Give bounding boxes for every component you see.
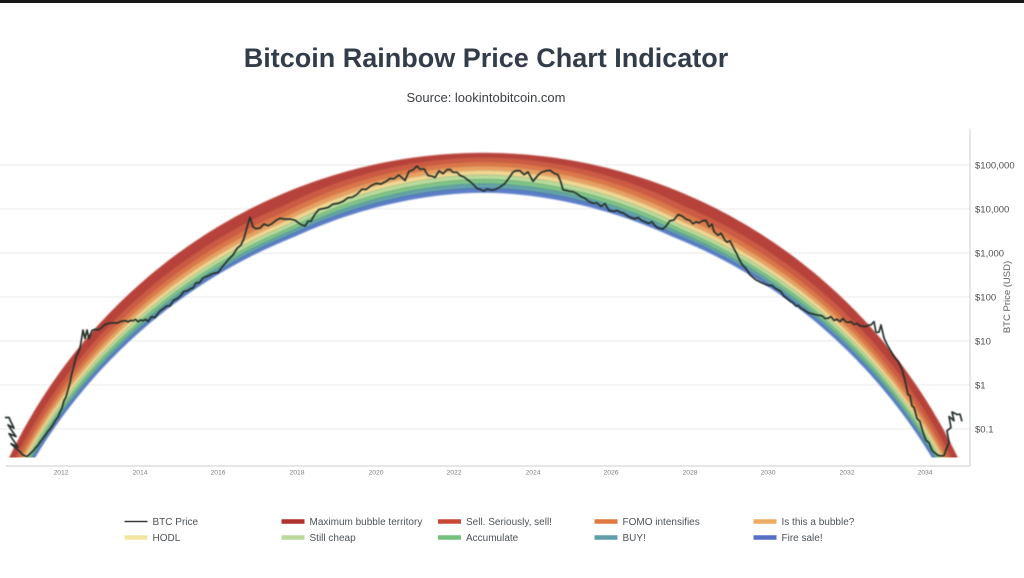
svg-text:2024: 2024 (525, 470, 540, 477)
svg-text:BUY!: BUY! (623, 533, 646, 544)
svg-text:2026: 2026 (603, 470, 618, 477)
svg-text:$0.1: $0.1 (975, 425, 994, 436)
svg-text:FOMO intensifies: FOMO intensifies (623, 517, 700, 528)
svg-text:$10: $10 (975, 337, 991, 348)
svg-text:BTC Price: BTC Price (153, 517, 199, 528)
svg-text:$1: $1 (975, 381, 986, 392)
svg-text:2034: 2034 (917, 470, 932, 477)
svg-text:2032: 2032 (839, 470, 854, 477)
svg-text:$100: $100 (975, 293, 996, 304)
svg-text:2016: 2016 (210, 470, 225, 477)
svg-text:2014: 2014 (132, 470, 147, 477)
svg-text:HODL: HODL (153, 533, 181, 544)
svg-text:$10,000: $10,000 (975, 205, 1009, 216)
svg-text:BTC Price (USD): BTC Price (USD) (1002, 261, 1013, 333)
svg-text:2020: 2020 (368, 470, 383, 477)
svg-text:Maximum bubble territory: Maximum bubble territory (310, 517, 423, 528)
svg-text:2028: 2028 (682, 470, 697, 477)
svg-text:$1,000: $1,000 (975, 249, 1004, 260)
svg-text:Fire sale!: Fire sale! (782, 533, 823, 544)
svg-text:Accumulate: Accumulate (466, 533, 519, 544)
svg-text:Still cheap: Still cheap (310, 533, 357, 544)
svg-text:Sell. Seriously, sell!: Sell. Seriously, sell! (466, 517, 552, 528)
svg-text:2022: 2022 (446, 470, 461, 477)
svg-text:Is this a bubble?: Is this a bubble? (782, 517, 855, 528)
svg-text:$100,000: $100,000 (975, 161, 1015, 172)
svg-text:2012: 2012 (53, 470, 68, 477)
svg-text:2018: 2018 (289, 470, 304, 477)
svg-text:2030: 2030 (760, 470, 775, 477)
